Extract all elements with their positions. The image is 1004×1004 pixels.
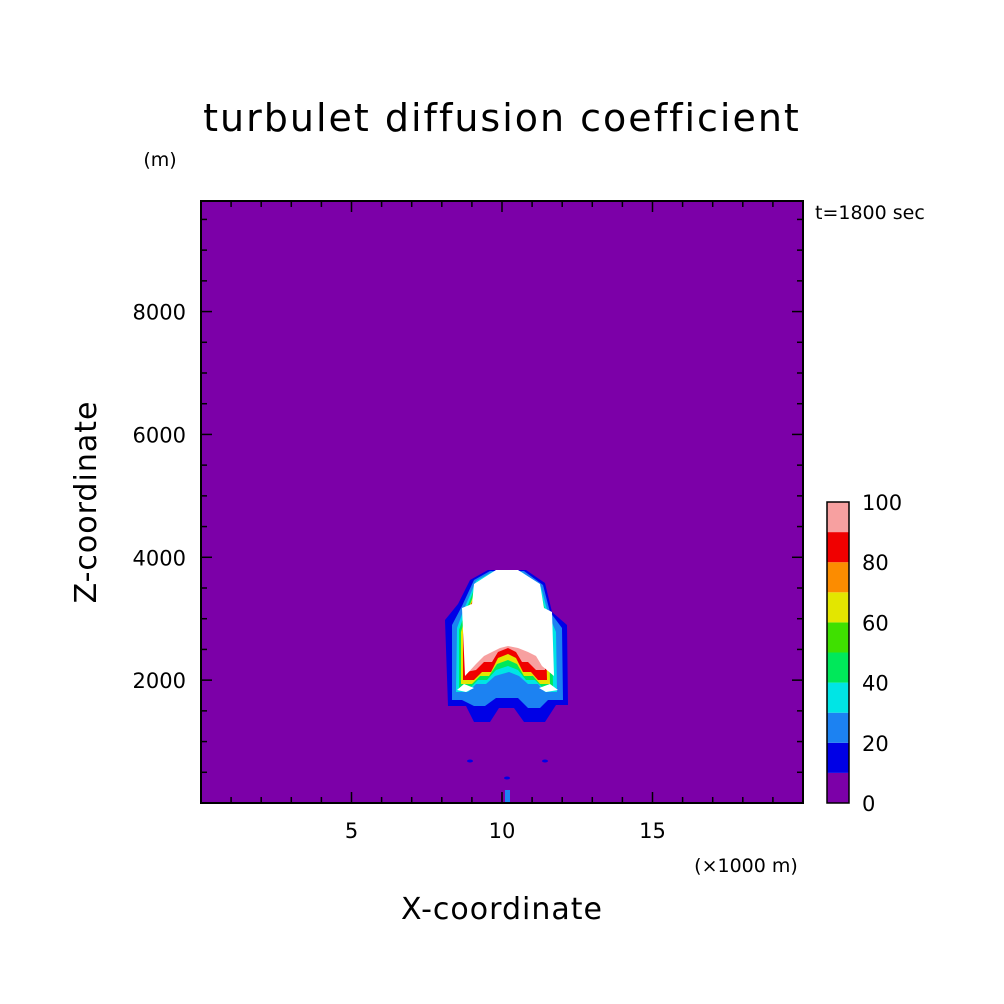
plot-area	[201, 201, 803, 803]
plume	[445, 570, 568, 803]
blob-left	[467, 759, 473, 763]
blob-bottom	[505, 790, 510, 803]
y-tick-label: 6000	[133, 423, 186, 447]
chart-title: turbulet diffusion coefficient	[203, 96, 801, 140]
colorbar-swatch	[827, 532, 849, 563]
blob-center	[504, 776, 510, 780]
plume-core-right-notch	[539, 684, 558, 692]
x-unit-label: (×1000 m)	[694, 855, 798, 877]
y-tick-label: 8000	[133, 301, 186, 325]
colorbar-tick-label: 60	[862, 611, 889, 635]
plume-core	[462, 570, 554, 676]
y-tick-label: 4000	[133, 546, 186, 570]
axis-tick-labels: 5 10 15 2000 4000 6000 8000	[133, 301, 666, 843]
colorbar-swatch	[827, 502, 849, 533]
colorbar: 0 20 40 60 80 100	[826, 491, 902, 816]
x-tick-label: 15	[639, 819, 666, 843]
blob-right	[542, 759, 548, 763]
colorbar-frame	[826, 501, 850, 804]
colorbar-swatch	[827, 592, 849, 623]
y-axis-label: Z-coordinate	[69, 401, 104, 604]
colorbar-swatch	[827, 742, 849, 773]
x-tick-label: 5	[345, 819, 358, 843]
colorbar-swatch	[827, 682, 849, 713]
colorbar-swatch	[827, 622, 849, 653]
colorbar-tick-label: 100	[862, 491, 902, 515]
x-tick-label: 10	[489, 819, 516, 843]
colorbar-tick-label: 20	[862, 732, 889, 756]
colorbar-tick-label: 40	[862, 672, 889, 696]
colorbar-tick-label: 0	[862, 792, 875, 816]
colorbar-swatch	[827, 712, 849, 743]
plume-core-left-notch	[457, 684, 474, 692]
y-unit-label: (m)	[143, 149, 176, 171]
colorbar-tick-label: 80	[862, 551, 889, 575]
background-field	[201, 201, 803, 803]
colorbar-swatch	[827, 562, 849, 593]
colorbar-swatch	[827, 652, 849, 683]
colorbar-swatch	[827, 772, 849, 803]
time-label: t=1800 sec	[815, 202, 925, 224]
y-tick-label: 2000	[133, 669, 186, 693]
x-axis-label: X-coordinate	[401, 892, 603, 927]
axis-ticks	[201, 201, 803, 803]
